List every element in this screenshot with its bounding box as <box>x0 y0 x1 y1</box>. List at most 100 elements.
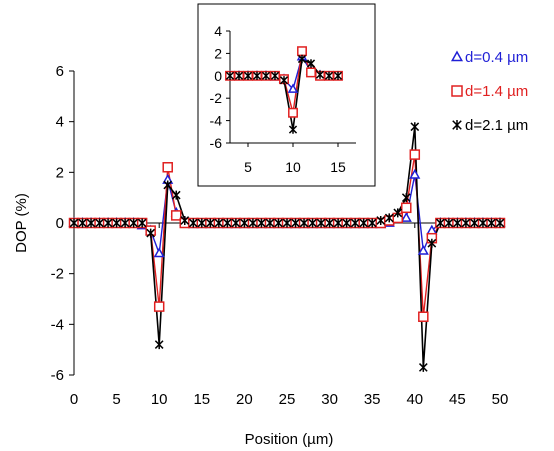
y-tick-label: 2 <box>56 164 64 181</box>
data-point <box>223 218 232 228</box>
x-tick-label: 50 <box>492 391 509 408</box>
inset-data-point <box>261 71 271 80</box>
legend-label: d=1.4 µm <box>465 83 528 100</box>
x-tick-label: 0 <box>70 391 78 408</box>
legend: d=0.4 µm d=1.4 µm d=2.1 µm <box>450 49 528 134</box>
data-point <box>240 218 249 228</box>
data-point <box>95 218 104 228</box>
data-point <box>495 218 505 228</box>
inset-x-tick-label: 10 <box>285 159 301 175</box>
data-point <box>154 340 164 350</box>
legend-label: d=2.1 µm <box>465 117 528 134</box>
x-tick-label: 30 <box>321 391 338 408</box>
data-point <box>401 202 412 214</box>
inset-y-tick-label: -4 <box>210 113 223 129</box>
data-point <box>478 218 488 228</box>
data-point <box>188 218 198 228</box>
inset-chart: -6 -4 -2 0 2 4 5 10 15 <box>197 3 376 187</box>
data-point <box>418 362 428 372</box>
inset-data-point <box>306 59 316 68</box>
data-point <box>274 218 283 228</box>
inset-data-point <box>270 71 280 80</box>
data-point <box>333 218 343 228</box>
data-point <box>257 218 266 228</box>
data-point <box>401 193 411 203</box>
data-point <box>470 218 479 228</box>
inset-y-tick-label: 2 <box>214 45 222 61</box>
inset-data-point <box>287 83 299 93</box>
inset-data-point <box>288 107 298 118</box>
legend-marker <box>450 50 464 62</box>
data-point <box>248 218 258 228</box>
data-point <box>170 210 182 221</box>
data-point <box>282 218 292 228</box>
x-tick-label: 45 <box>449 391 466 408</box>
data-point <box>78 218 87 228</box>
data-point <box>436 218 445 228</box>
data-point <box>180 215 190 225</box>
data-point <box>453 218 462 228</box>
y-tick-label: 4 <box>56 114 64 131</box>
data-point <box>299 218 309 228</box>
data-point <box>444 218 454 228</box>
data-point <box>153 247 165 258</box>
data-point <box>112 218 121 228</box>
inset-data-point <box>333 71 343 80</box>
y-tick-label: -4 <box>51 316 64 333</box>
data-point <box>162 162 173 173</box>
data-point <box>409 168 421 179</box>
y-tick-label: 6 <box>56 63 64 80</box>
data-point <box>417 244 429 255</box>
data-point <box>393 208 403 218</box>
data-point <box>171 190 181 200</box>
data-point <box>86 218 96 228</box>
inset-data-point <box>306 67 316 78</box>
data-point <box>359 218 369 228</box>
data-point <box>137 218 147 228</box>
x-tick-label: 35 <box>364 391 381 408</box>
inset-y-tick-label: -2 <box>210 90 223 106</box>
inset-data-point <box>234 71 244 80</box>
inset-data-point <box>315 70 325 79</box>
data-point <box>418 311 429 322</box>
data-point <box>129 218 138 228</box>
x-tick-label: 40 <box>406 391 423 408</box>
data-point <box>163 180 173 190</box>
data-point <box>376 215 386 225</box>
data-point <box>384 213 394 223</box>
data-point <box>316 218 326 228</box>
data-point <box>153 301 165 312</box>
data-point <box>367 218 377 228</box>
inset-x-tick-label: 5 <box>244 159 252 175</box>
data-point <box>342 218 351 228</box>
data-point <box>120 218 130 228</box>
data-point <box>69 218 79 228</box>
inset-data-point <box>243 71 253 80</box>
main-plot-area <box>68 122 506 372</box>
inset-data-point <box>279 76 289 85</box>
data-point <box>308 218 317 228</box>
y-tick-label: -6 <box>51 367 64 384</box>
data-point <box>410 122 420 132</box>
x-tick-label: 20 <box>236 391 253 408</box>
data-point <box>197 218 207 228</box>
data-point <box>325 218 334 228</box>
inset-x-tick-label: 15 <box>330 159 346 175</box>
x-axis-label: Position (µm) <box>245 431 334 448</box>
inset-data-point <box>297 54 307 64</box>
x-tick-label: 10 <box>151 391 168 408</box>
inset-data-point <box>288 125 298 134</box>
data-point <box>409 149 421 160</box>
data-point <box>214 218 224 228</box>
inset-data-point <box>324 71 334 80</box>
data-point <box>487 218 496 228</box>
x-tick-label: 15 <box>193 391 210 408</box>
inset-data-point <box>297 46 307 57</box>
data-point <box>231 218 241 228</box>
inset-y-tick-label: 4 <box>214 23 222 39</box>
data-point <box>205 218 215 228</box>
data-point <box>146 228 156 238</box>
data-point <box>265 218 275 228</box>
